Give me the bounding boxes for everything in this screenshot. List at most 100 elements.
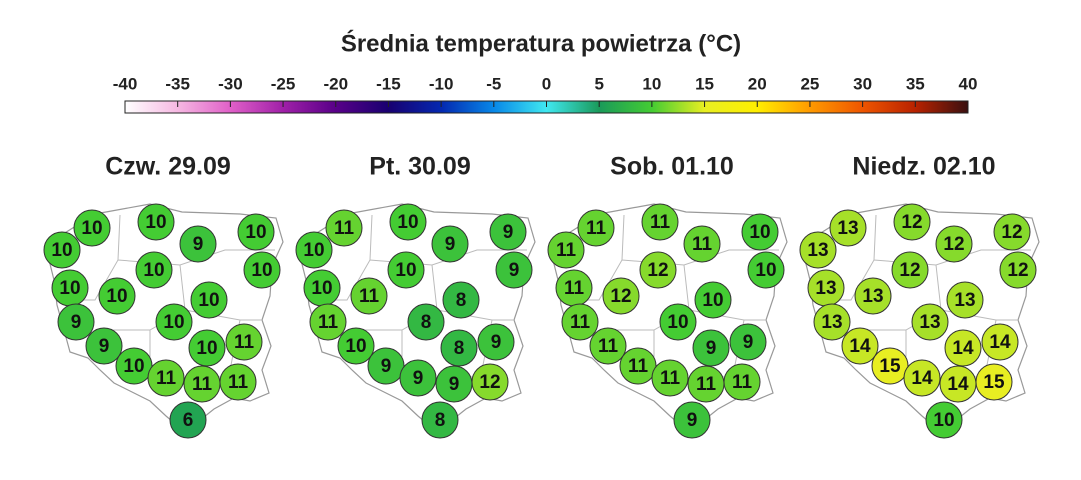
station-value: 11 [156,368,177,389]
station-value: 10 [755,260,776,281]
station-marker [673,401,711,439]
station-value: 10 [345,336,366,357]
station-marker [309,303,347,341]
station-value: 9 [99,336,110,357]
station-value: 10 [163,312,184,333]
station-marker [442,281,480,319]
colorbar-tick-label: -35 [165,74,190,93]
station-value: 13 [807,240,828,261]
station-value: 13 [919,312,940,333]
station-value: 11 [334,218,355,239]
station-value: 11 [692,234,713,255]
station-marker [561,303,599,341]
colorbar-tick-label: 5 [594,74,603,93]
colorbar-tick-label: 20 [748,74,767,93]
station-marker [73,209,111,247]
station-marker [421,401,459,439]
station-marker [946,281,984,319]
station-marker [137,203,175,241]
colorbar-tick-label: 0 [542,74,551,93]
map-panel: Sob. 01.10 11 11 11 11 10 10 12 11 12 10 11 10 11 9 9 11… [547,153,788,439]
station-value: 11 [586,218,607,239]
station-value: 12 [1007,260,1028,281]
station-value: 14 [911,368,933,389]
station-marker [477,323,515,361]
station-value: 9 [706,338,717,359]
station-marker [841,327,879,365]
station-value: 14 [849,336,871,357]
station-value: 11 [660,368,681,389]
station-value: 12 [901,212,922,233]
station-value: 10 [245,222,266,243]
station-value: 11 [228,372,249,393]
station-value: 11 [650,212,671,233]
panel-title: Czw. 29.09 [105,153,231,181]
station-marker [829,209,867,247]
station-marker [387,251,425,289]
station-marker [741,213,779,251]
station-value: 11 [359,286,380,307]
station-value: 14 [952,338,974,359]
station-marker [577,209,615,247]
station-value: 8 [456,290,467,311]
station-marker [891,251,929,289]
map-title: Średnia temperatura powietrza (°C) [341,29,741,57]
station-value: 9 [71,312,82,333]
station-value: 9 [509,260,520,281]
colorbar-tick-label: 30 [853,74,872,93]
station-value: 9 [503,222,514,243]
station-value: 14 [989,332,1011,353]
station-value: 13 [954,290,975,311]
colorbar-tick-label: -15 [376,74,401,93]
station-marker [471,363,509,401]
station-marker [813,303,851,341]
map-panel: Czw. 29.09 10 10 10 9 10 10 10 10 10 10 9 10 9 10 11 10 1… [43,153,284,439]
station-value: 13 [821,312,842,333]
colorbar-tick-label: 40 [959,74,978,93]
station-marker [219,363,257,401]
station-marker [925,401,963,439]
station-value: 12 [1001,222,1022,243]
station-marker [893,203,931,241]
colorbar-tick-label: 10 [642,74,661,93]
station-value: 10 [143,260,164,281]
station-marker [179,225,217,263]
station-marker [407,303,445,341]
station-value: 12 [899,260,920,281]
station-value: 10 [395,260,416,281]
station-marker [295,231,333,269]
station-value: 12 [647,260,668,281]
station-value: 13 [837,218,858,239]
station-value: 8 [435,410,446,431]
station-value: 12 [610,286,631,307]
panel-title: Sob. 01.10 [610,153,734,181]
station-value: 11 [564,278,585,299]
station-marker [147,359,185,397]
station-marker [723,363,761,401]
station-value: 11 [318,312,339,333]
station-marker [903,359,941,397]
station-marker [399,359,437,397]
station-value: 11 [598,336,619,357]
station-marker [57,303,95,341]
station-marker [911,303,949,341]
station-value: 9 [743,332,754,353]
station-value: 11 [570,312,591,333]
station-marker [659,303,697,341]
station-value: 9 [381,356,392,377]
colorbar-tick-label: -20 [323,74,348,93]
station-marker [337,327,375,365]
station-value: 13 [815,278,836,299]
colorbar-tick-label: -10 [429,74,454,93]
map-panel: Niedz. 02.10 13 12 13 12 12 12 12 13 13 13 13 13 14 14… [799,153,1040,439]
colorbar-tick-label: 25 [800,74,819,93]
station-value: 8 [421,312,432,333]
colorbar-tick-label: -5 [486,74,501,93]
station-value: 10 [196,338,217,359]
station-value: 10 [303,240,324,261]
station-marker [747,251,785,289]
station-marker [243,251,281,289]
station-marker [639,251,677,289]
